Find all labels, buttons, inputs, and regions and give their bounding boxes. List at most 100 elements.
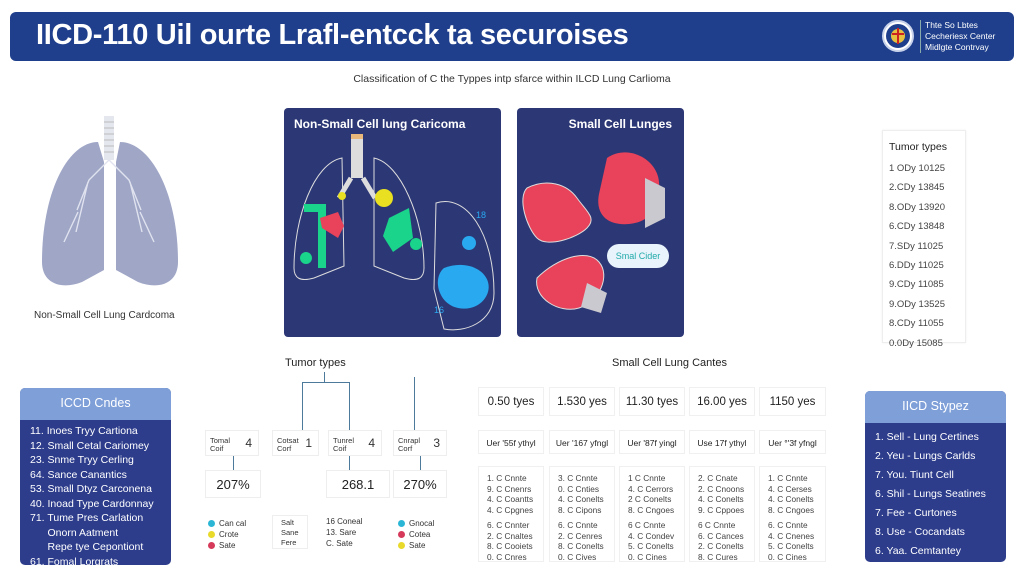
sub-cell: Uer '55f ythyl <box>478 430 544 454</box>
node-count: 4 <box>368 436 375 450</box>
icd-type-item: 8. Use - Cocandats <box>875 526 965 538</box>
tree-title: Tumor types <box>285 357 346 369</box>
icd-type-item: 2. Yeu - Lungs Carlds <box>875 450 976 462</box>
code-list-item: 4. C Conelts <box>768 494 814 504</box>
panel-label: 18 <box>476 210 486 220</box>
icd-code-item: Repe tye Cepontiont <box>30 541 144 553</box>
code-list-item: 0. C Cives <box>558 551 597 562</box>
tree-line <box>302 382 303 430</box>
illustration-caption: Non-Small Cell Lung Cardcoma <box>34 310 175 321</box>
code-list: 1. C Cnnte 4. C Cerses 4. C Conelts 8. C Cn… <box>759 466 826 562</box>
subtitle: Classification of C the Typpes intp sfar… <box>353 73 671 85</box>
code-list: 3. C Cnnte 0. C Cnties 4. C Conelts 8. C Ci… <box>549 466 615 562</box>
table-row: 6.DDy 11025 <box>889 259 944 271</box>
node-label: Tomal Coif <box>210 436 231 453</box>
institution-name: Thte So Lbtes Cecheriesx Center Midlgte … <box>920 20 995 53</box>
panel-title: Non-Small Cell lung Caricoma <box>294 117 466 131</box>
sub-cell: Use 17f ythyl <box>689 430 755 454</box>
icd-type-item: 7. You. Tiunt Cell <box>875 469 954 481</box>
tree-value: 270% <box>393 470 447 498</box>
code-list-item: 6. C Cnnte <box>768 520 808 530</box>
legend-dot-icon <box>398 520 405 527</box>
code-list-item: 2. C Conelts <box>698 541 744 551</box>
icd-code-item: 64. Sance Canantics <box>30 468 127 481</box>
code-list-item: 6. C Cnnte <box>558 520 598 530</box>
legend-item: Gnocal <box>398 518 434 529</box>
code-list-item: 8. C Cngoes <box>768 504 815 515</box>
icd-code-item: 11. Inoes Tryy Cartiona <box>30 425 138 437</box>
legend-item: Cotea <box>398 529 434 540</box>
code-list-item: 0. C Cines <box>628 551 667 562</box>
center-box-line: Salt <box>281 518 294 527</box>
lung-illustration <box>28 112 193 302</box>
year-cell: 11.30 tyes <box>619 387 685 416</box>
code-list: 2. C Cnate 2. C Cnoons 4. C Conelts 9. C Cp… <box>689 466 755 562</box>
code-list-item: 6. C Cnnter <box>487 520 530 530</box>
code-list: 1. C Cnnte 9. C Cnenrs 4. C Coantts 4. C Cp… <box>478 466 544 562</box>
legend-label: Gnocal <box>409 519 435 528</box>
code-list-item: 4. C Cerrors <box>628 483 674 494</box>
legend-item: Crote <box>208 529 246 540</box>
code-list-item: 8. C Cures <box>698 551 738 562</box>
legend-dot-icon <box>208 531 215 538</box>
panel-label: 16 <box>434 305 444 315</box>
code-list-item: 8. C Cooiets <box>487 541 533 551</box>
legend-item: Sate <box>398 540 434 551</box>
tree-line <box>324 372 325 382</box>
icd-code-item: 23. Snme Tryy Cerling <box>30 454 134 466</box>
table-row: 9.CDy 11085 <box>889 279 944 291</box>
code-list-item: 6 C Cnnte <box>628 520 666 530</box>
tree-value: 207% <box>205 470 261 498</box>
tree-node: Cotsat Corf 1 <box>272 430 319 456</box>
table-row: 8.ODy 13920 <box>889 201 945 213</box>
code-list-item: 2. C Cnoons <box>698 483 745 494</box>
legend-dot-icon <box>398 542 405 549</box>
code-list-item: 1. C Cnnte <box>768 473 808 483</box>
code-list-item: 0. C Cnres <box>487 551 527 562</box>
icd-code-item: 40. Inoad Type Cardonnay <box>30 497 154 510</box>
center-box-line: Fere <box>281 538 297 547</box>
code-list-item: 3. C Cnnte <box>558 473 598 483</box>
icd-type-item: 6. Shil - Lungs Seatines <box>875 488 986 500</box>
code-list-item: 8. C Cngoes <box>628 504 675 515</box>
table-row: 6.CDy 13848 <box>889 221 945 233</box>
tumor-types-table: Tumor types 1 ODy 10125 2.CDy 13845 8.ODy … <box>882 130 966 349</box>
code-list-item: 2. C Cnaltes <box>487 530 533 541</box>
tree-line <box>302 382 350 383</box>
node-label: Cnrapl Corf <box>398 436 421 453</box>
tree-line <box>233 456 234 470</box>
legend-dot-icon <box>398 531 405 538</box>
small-cell-title: Small Cell Lung Cantes <box>612 357 727 369</box>
legend-dot-icon <box>208 520 215 527</box>
code-list-item: 1 C Cnnte <box>628 473 666 483</box>
code-list-item: 4. C Cpgnes <box>487 504 534 515</box>
year-cell: 16.00 yes <box>689 387 755 416</box>
center-list-item: 13. Sare <box>326 528 357 537</box>
code-list-item: 4. C Conelts <box>558 494 604 504</box>
table-row: 1 ODy 10125 <box>889 163 945 174</box>
legend-item: Sate <box>208 540 246 551</box>
sub-cell: Uer °'3f yfngl <box>759 430 826 454</box>
table-row: 2.CDy 13845 <box>889 182 945 194</box>
logo-line: Midlgte Contrvay <box>925 42 989 52</box>
icd-codes-box: ICCD Cndes 11. Inoes Tryy Cartiona 12. Sm… <box>20 388 171 565</box>
code-list-item: 6. C Cances <box>698 530 744 541</box>
code-list: 1 C Cnnte 4. C Cerrors 2 C Conelts 8. C Cng… <box>619 466 685 562</box>
sub-cell: Uer '167 yfngl <box>549 430 615 454</box>
code-list-item: 4. C Cnenes <box>768 530 815 541</box>
small-cell-bubble: Smal Cider <box>607 244 669 268</box>
tree-line <box>349 382 350 430</box>
icd-type-item: 7. Fee - Curtones <box>875 507 957 519</box>
code-list-item: 9. C Cnenrs <box>487 483 532 494</box>
sub-cell: Uer '87f yingl <box>619 430 685 454</box>
nsclc-panel: Non-Small Cell lung Caricoma 18 16 <box>284 108 501 337</box>
code-list-item: 4. C Conelts <box>698 494 744 504</box>
code-list-item: 2. C Cnate <box>698 473 738 483</box>
icd-type-item: 6. Yaa. Cemtantey <box>875 545 961 557</box>
sclc-panel: Small Cell Lunges Smal Cider <box>517 108 684 337</box>
center-box-line: Sane <box>281 528 299 537</box>
tree-node: Cnrapl Corf 3 <box>393 430 447 456</box>
code-list-item: 6 C Cnnte <box>698 520 736 530</box>
legend-item: Can cal <box>208 518 246 529</box>
node-count: 3 <box>433 436 440 450</box>
